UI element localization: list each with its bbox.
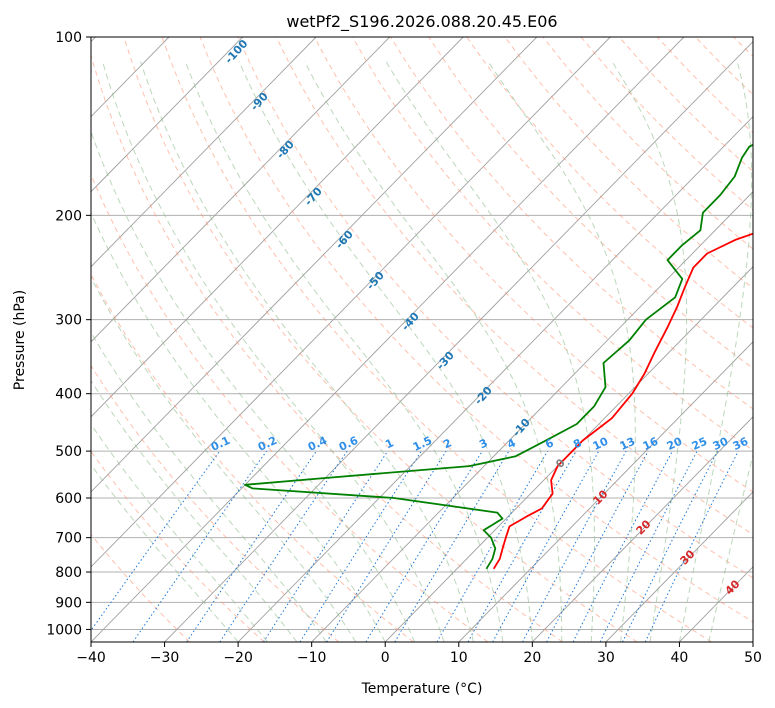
mixing-ratio-line bbox=[522, 450, 627, 642]
mixing-ratio-line bbox=[299, 450, 422, 642]
moist-adiabat-line bbox=[184, 61, 504, 642]
dry-adiabat-line bbox=[466, 37, 753, 329]
mixing-ratio-line bbox=[91, 450, 221, 632]
y-tick-label: 100 bbox=[55, 30, 82, 46]
y-tick-label: 600 bbox=[55, 491, 82, 507]
x-tick-label: −20 bbox=[223, 650, 253, 666]
temperature-profile-line bbox=[492, 232, 753, 570]
moist-adiabat-line bbox=[91, 130, 416, 642]
x-tick-label: −10 bbox=[297, 650, 327, 666]
moist-adiabat-line bbox=[238, 61, 533, 642]
dewpoint-profile-line bbox=[244, 143, 753, 570]
dry-adiabat-line bbox=[275, 37, 753, 536]
moist-adiabat-line bbox=[487, 61, 636, 642]
mixing-ratio-label: 20 bbox=[665, 435, 685, 453]
moist-adiabat-line bbox=[91, 276, 357, 642]
x-tick-label: 40 bbox=[671, 650, 689, 666]
x-tick-label: −40 bbox=[76, 650, 106, 666]
mixing-ratio-line bbox=[263, 450, 389, 642]
mixing-ratio-line bbox=[132, 450, 267, 642]
mixing-ratio-label: 36 bbox=[731, 435, 751, 453]
mixing-ratio-line bbox=[365, 450, 483, 642]
isotherm-line bbox=[91, 37, 391, 343]
isotherm-line bbox=[384, 266, 753, 642]
y-tick-label: 700 bbox=[55, 531, 82, 547]
mixing-ratio-label: 16 bbox=[641, 435, 661, 453]
x-tick-label: 0 bbox=[381, 650, 390, 666]
series-layer bbox=[244, 143, 753, 570]
y-tick-label: 300 bbox=[55, 313, 82, 329]
moist-adiabat-line bbox=[304, 61, 563, 642]
moist-adiabat-line bbox=[91, 379, 298, 642]
moist-adiabat-line bbox=[678, 61, 753, 642]
mixing-ratio-line bbox=[546, 450, 649, 642]
x-tick-label: 10 bbox=[450, 650, 468, 666]
plot-frame bbox=[90, 36, 754, 643]
moist-adiabat-line bbox=[102, 61, 445, 642]
adiabat-layer bbox=[91, 37, 753, 642]
y-tick-label: 1000 bbox=[46, 622, 82, 638]
mixing-ratio-label: 25 bbox=[690, 435, 709, 453]
mixing-ratio-label: 13 bbox=[618, 435, 637, 453]
isotherm-line bbox=[458, 341, 753, 642]
moist-adiabat-line bbox=[91, 463, 239, 642]
chart-title: wetPf2_S196.2026.088.20.45.E06 bbox=[286, 12, 557, 32]
dry-adiabat-line bbox=[91, 53, 563, 642]
dry-adiabat-line bbox=[91, 364, 340, 642]
isotherm-line bbox=[91, 37, 685, 642]
y-tick-label: 400 bbox=[55, 387, 82, 403]
dry-adiabat-line bbox=[123, 37, 638, 642]
isotherm-line bbox=[91, 37, 243, 193]
y-tick-label: 800 bbox=[55, 565, 82, 581]
x-axis-label: Temperature (°C) bbox=[361, 681, 483, 697]
x-tick-label: 20 bbox=[523, 650, 541, 666]
y-axis-label: Pressure (hPa) bbox=[12, 290, 28, 390]
isotherm-line bbox=[91, 37, 317, 268]
moist-adiabat-line bbox=[708, 452, 753, 642]
moist-adiabat-line bbox=[91, 423, 268, 642]
moist-adiabat-line bbox=[385, 61, 595, 642]
moist-adiabat-line bbox=[140, 61, 474, 642]
isotherm-line bbox=[164, 40, 753, 642]
x-tick-label: 30 bbox=[597, 650, 615, 666]
x-tick-label: 50 bbox=[744, 650, 762, 666]
mixing-ratio-line bbox=[186, 450, 317, 642]
x-axis: −40 −30 −20 −10 0 10 20 30 40 50 bbox=[76, 642, 762, 666]
dry-adiabat-line bbox=[313, 37, 753, 493]
isotherm-line bbox=[311, 191, 753, 642]
isotherm-line bbox=[605, 491, 753, 642]
dry-adiabat-line bbox=[428, 37, 753, 369]
y-axis: 100 200 300 400 500 600 700 800 900 1000 bbox=[46, 30, 91, 638]
y-tick-label: 200 bbox=[55, 208, 82, 224]
mixing-ratio-line bbox=[492, 450, 600, 642]
moist-adiabat-line bbox=[91, 331, 327, 642]
y-tick-label: 900 bbox=[55, 595, 82, 611]
isotherm-line bbox=[91, 37, 464, 418]
mixing-ratio-label: 30 bbox=[711, 435, 731, 453]
y-tick-label: 500 bbox=[55, 444, 82, 460]
mixing-ratio-line bbox=[599, 450, 698, 642]
x-tick-label: −30 bbox=[150, 650, 180, 666]
isotherm-line bbox=[237, 115, 753, 642]
isotherm-line bbox=[91, 37, 611, 568]
grid-layer bbox=[91, 37, 753, 642]
dry-adiabat-line bbox=[352, 37, 753, 451]
moist-adiabat-line bbox=[611, 61, 688, 642]
mixing-ratio-label: 10 bbox=[591, 435, 611, 453]
mixing-ratio-line bbox=[622, 450, 719, 642]
dry-adiabat-line bbox=[91, 273, 414, 642]
isotherm-line bbox=[531, 416, 753, 642]
isotherm-line bbox=[91, 37, 538, 493]
mixing-ratio-line bbox=[219, 450, 348, 642]
